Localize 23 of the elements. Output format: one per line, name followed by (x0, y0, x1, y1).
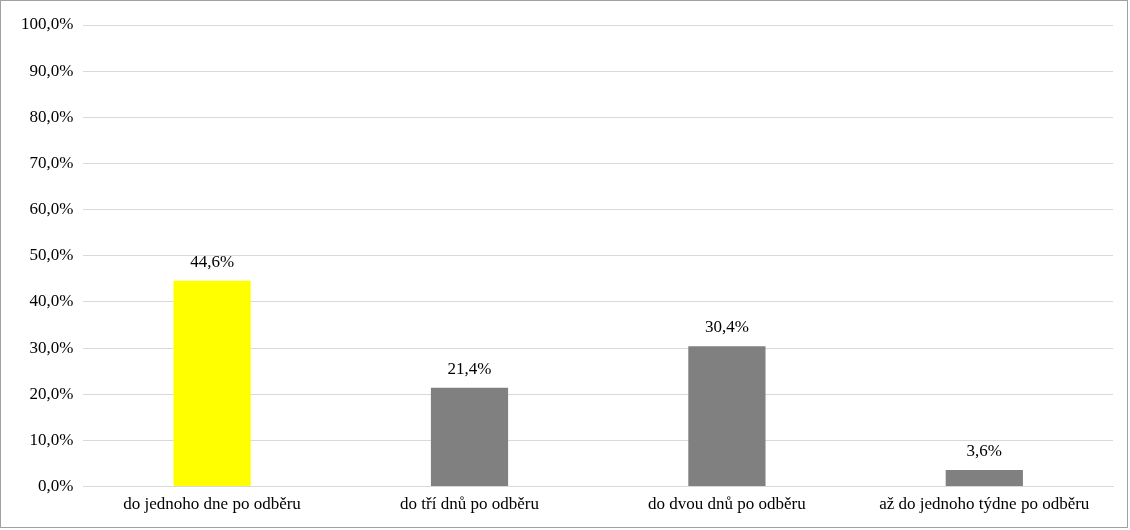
data-label: 3,6% (966, 440, 1003, 460)
data-label: 21,4% (447, 358, 492, 378)
x-tick-label: do jednoho dne po odběru (123, 494, 302, 514)
y-tick-label: 10,0% (29, 429, 74, 449)
y-tick-label: 60,0% (29, 199, 74, 219)
y-tick-label: 20,0% (29, 383, 74, 403)
y-tick-label: 80,0% (29, 106, 74, 126)
y-tick-label: 100,0% (20, 14, 74, 34)
data-label: 44,6% (190, 251, 235, 271)
bar (430, 387, 509, 487)
bar (688, 346, 766, 487)
bar (173, 280, 251, 487)
y-tick-label: 30,0% (29, 337, 74, 357)
y-tick-label: 70,0% (29, 152, 74, 172)
x-tick-label: do tří dnů po odběru (400, 494, 540, 514)
x-tick-label: do dvou dnů po odběru (648, 494, 807, 514)
y-tick-label: 40,0% (29, 291, 74, 311)
data-label: 30,4% (704, 317, 749, 337)
x-tick-label: až do jednoho týdne po odběru (879, 494, 1090, 514)
y-tick-label: 0,0% (37, 476, 74, 496)
y-tick-label: 50,0% (29, 245, 74, 265)
y-tick-label: 90,0% (29, 60, 74, 80)
bar (945, 469, 1023, 487)
